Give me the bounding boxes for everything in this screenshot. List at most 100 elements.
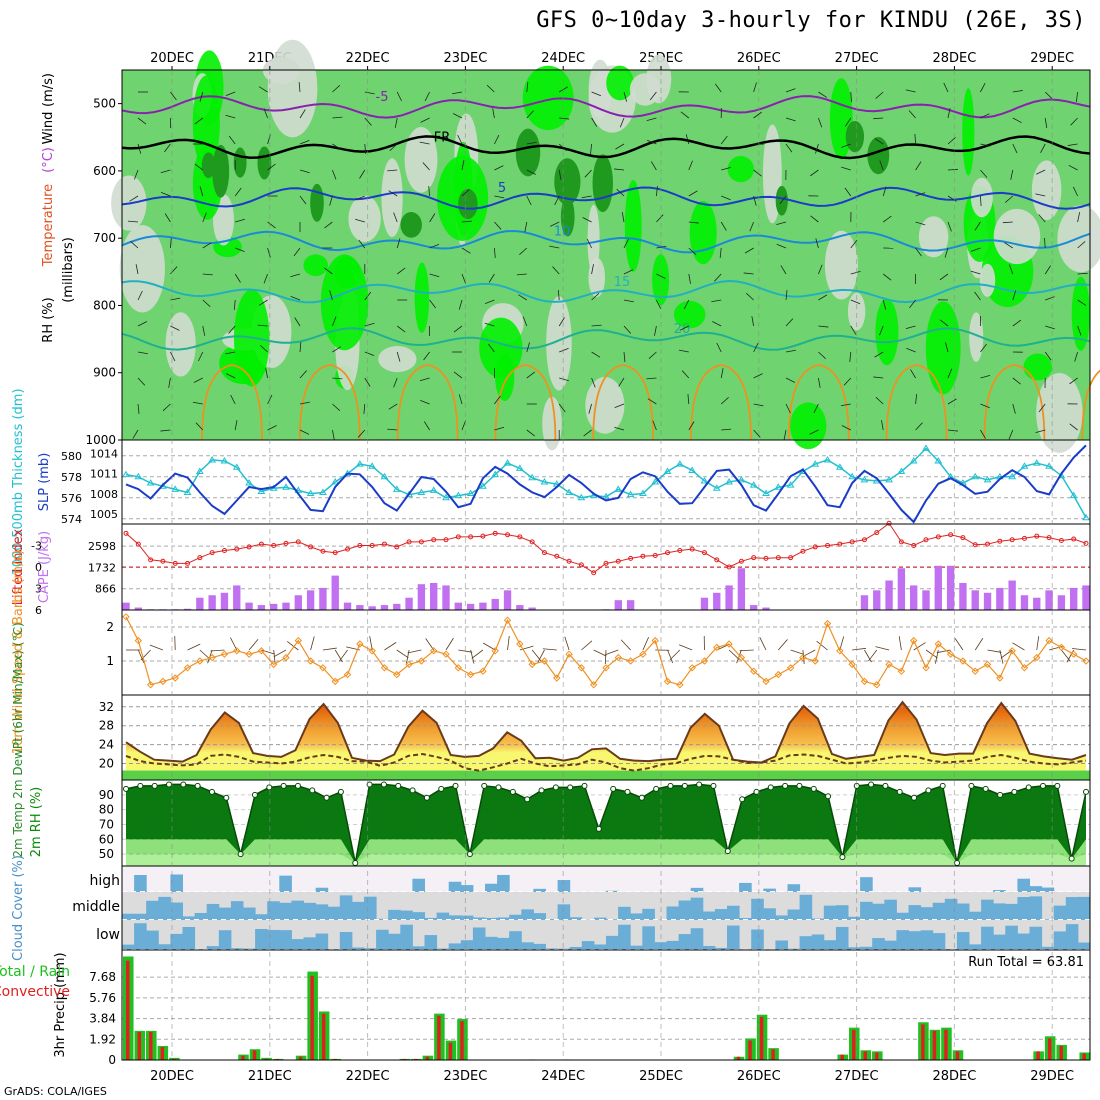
rh2m-marker	[1040, 782, 1047, 789]
date-label-bottom: 20DEC	[150, 1069, 194, 1084]
cloud-bar	[1041, 946, 1055, 950]
thickness-marker	[195, 467, 204, 474]
wind-barb	[621, 212, 625, 223]
wind-barb	[721, 195, 731, 201]
rh-region	[165, 312, 196, 377]
ylabel-temperature-unit: (°C)	[41, 147, 56, 173]
cape-bar	[959, 582, 967, 610]
wind-barb	[194, 117, 204, 125]
wind-barb	[160, 429, 171, 432]
isotherm-warm	[201, 364, 263, 441]
rh2m-marker	[782, 782, 789, 789]
lifted-index-marker	[1009, 537, 1015, 543]
wind-barb	[906, 347, 916, 353]
cloud-bar	[714, 909, 728, 920]
ylabel-precip: 3hr Precip (mm)	[53, 952, 68, 1057]
ylabel-thickness: 1000-500mb Thickness (dm)	[11, 388, 26, 575]
isotherm-line	[121, 327, 1091, 351]
wind-barb	[387, 428, 398, 431]
date-label-top: 23DEC	[443, 51, 487, 66]
lifted-index-marker	[394, 544, 400, 550]
wind-barb	[461, 247, 471, 254]
wind-barb	[749, 221, 754, 232]
rh-region	[824, 230, 858, 300]
wind-barb	[947, 429, 958, 432]
wind-barb	[654, 325, 657, 336]
thickness-marker	[208, 455, 217, 463]
wind-barb	[193, 377, 203, 383]
wind-barb	[743, 272, 754, 275]
wind-barb	[712, 321, 722, 327]
wind-barb	[299, 401, 310, 405]
cloud-bar	[739, 882, 752, 892]
wind-barb	[225, 114, 236, 119]
wind-barb	[1077, 299, 1087, 306]
wind-barb	[195, 422, 204, 431]
rh2m-marker	[595, 825, 602, 832]
wind-barb	[387, 169, 398, 172]
lifted-index-marker	[714, 557, 720, 563]
rh2m-marker	[839, 854, 846, 861]
cape-bar	[1045, 590, 1053, 610]
wind-barb	[248, 639, 259, 651]
cloud-bar	[424, 935, 438, 950]
cloud-bar	[158, 944, 171, 950]
wind-speed-marker	[294, 636, 303, 645]
cloud-bar	[485, 936, 498, 950]
cloud-bar	[969, 944, 982, 950]
wind-barb	[273, 649, 287, 658]
cloud-bar	[678, 900, 692, 920]
cloud-bar	[448, 915, 462, 920]
li-tick-label: 3	[35, 583, 42, 596]
cape-bar	[885, 580, 893, 610]
cloud-bar	[448, 943, 462, 950]
wind-barb	[332, 429, 335, 440]
cape-bar	[910, 585, 918, 610]
lifted-index-marker	[308, 544, 314, 550]
wind-barb	[646, 377, 657, 380]
wind-barb	[394, 117, 398, 128]
wind-barb	[605, 649, 619, 656]
wind-barb	[945, 342, 949, 353]
precip-conv-bar	[414, 1058, 418, 1060]
wind-barb	[874, 138, 884, 145]
cape-tick-label: 1732	[88, 561, 116, 574]
wind-barb	[453, 325, 463, 333]
slp-tick-label: 1005	[90, 508, 118, 521]
wind-speed-marker	[836, 647, 844, 655]
wind-barb	[293, 247, 301, 257]
wind-barb	[332, 316, 337, 327]
thickness-marker	[1008, 472, 1017, 480]
rh-region	[969, 312, 984, 362]
wind-barb	[267, 163, 276, 171]
thickness-marker	[528, 473, 537, 481]
wind-barb	[590, 143, 592, 154]
lifted-index-marker	[874, 530, 880, 536]
wind-barb	[623, 299, 634, 303]
cape-bar	[934, 565, 942, 610]
wind-barb	[656, 273, 666, 279]
wind-speed-marker	[725, 640, 733, 648]
rh2m-marker	[581, 782, 588, 789]
wind-speed-marker	[356, 640, 364, 648]
wind-barb	[779, 195, 787, 205]
cape-bar	[393, 603, 401, 610]
wind-barb	[818, 294, 828, 301]
lifted-index-marker	[271, 543, 277, 548]
wind-barb	[290, 273, 301, 278]
wind-barb	[364, 351, 375, 356]
rh2m-marker	[165, 781, 172, 788]
wind-barb	[332, 403, 341, 411]
cloud-bar	[339, 895, 353, 920]
cloud-bar	[727, 925, 740, 950]
isotherm-line	[121, 135, 1091, 160]
wind-barb	[364, 117, 372, 126]
li-tick-label: 6	[35, 604, 42, 617]
cloud-bar	[134, 875, 147, 892]
wind-barb	[162, 403, 171, 412]
thickness-marker	[577, 493, 586, 501]
cloud-bar	[727, 905, 740, 920]
rh-region-dark	[867, 136, 890, 175]
wind-barb	[970, 247, 981, 252]
cloud-row-bg	[122, 866, 1090, 892]
